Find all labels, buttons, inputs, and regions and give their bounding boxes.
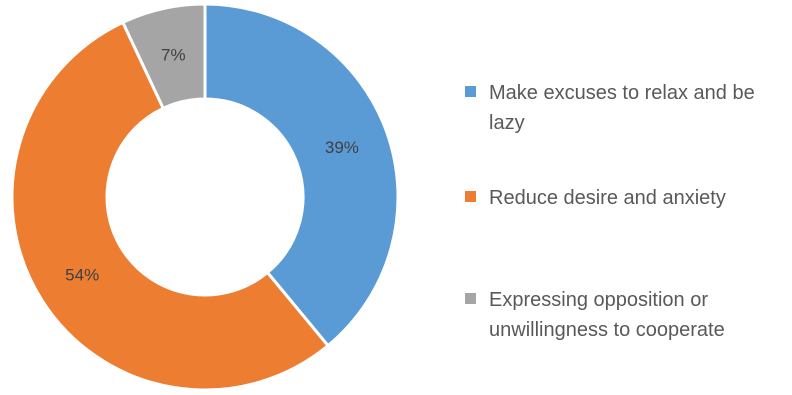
legend-swatch-desire (465, 191, 476, 202)
legend-swatch-excuses (465, 86, 476, 97)
donut-slice-opposition (121, 2, 207, 110)
donut-plot-area: 39% 54% 7% (10, 2, 400, 392)
data-label-opposition: 7% (161, 46, 186, 65)
data-labels-group: 39% 54% 7% (65, 46, 359, 285)
legend-label-excuses: Make excuses to relax and be lazy (489, 82, 755, 134)
donut-slice-desire (10, 20, 330, 392)
data-label-excuses: 39% (325, 138, 359, 157)
slices-group (10, 2, 400, 392)
legend-label-desire: Reduce desire and anxiety (489, 187, 726, 209)
legend-swatch-opposition (465, 293, 476, 304)
donut-slice-excuses (203, 2, 400, 348)
legend-label-opposition: Expressing opposition or unwillingness t… (489, 289, 725, 341)
data-label-desire: 54% (65, 266, 99, 285)
legend: Make excuses to relax and be lazy Reduce… (465, 0, 790, 395)
